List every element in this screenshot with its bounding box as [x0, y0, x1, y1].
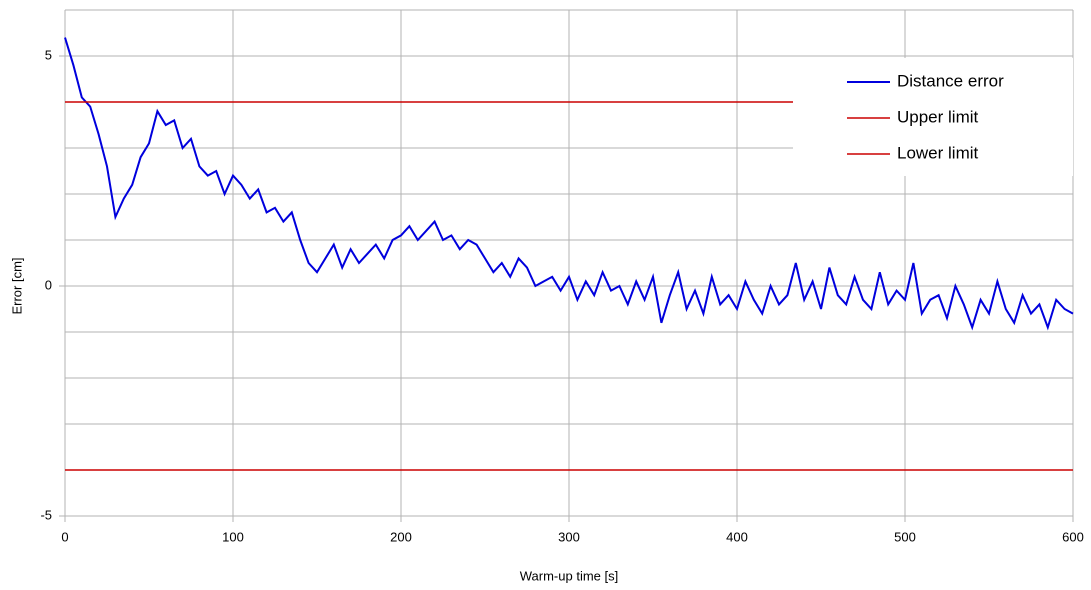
x-tick-label: 500: [894, 529, 916, 544]
y-tick-label: 0: [45, 277, 52, 292]
x-tick-label: 300: [558, 529, 580, 544]
x-axis-title: Warm-up time [s]: [520, 568, 618, 583]
x-tick-label: 100: [222, 529, 244, 544]
x-tick-label: 400: [726, 529, 748, 544]
y-tick-label: -5: [40, 507, 52, 522]
legend-label: Upper limit: [897, 107, 979, 126]
legend-box: [793, 58, 1073, 176]
x-tick-label: 200: [390, 529, 412, 544]
legend-label: Lower limit: [897, 143, 979, 162]
y-axis-title: Error [cm]: [9, 257, 24, 314]
x-tick-label: 600: [1062, 529, 1084, 544]
legend-label: Distance error: [897, 71, 1004, 90]
x-tick-label: 0: [61, 529, 68, 544]
y-tick-label: 5: [45, 47, 52, 62]
legend: Distance error Upper limit Lower limit: [793, 58, 1073, 176]
series-line: [64, 37, 1074, 331]
